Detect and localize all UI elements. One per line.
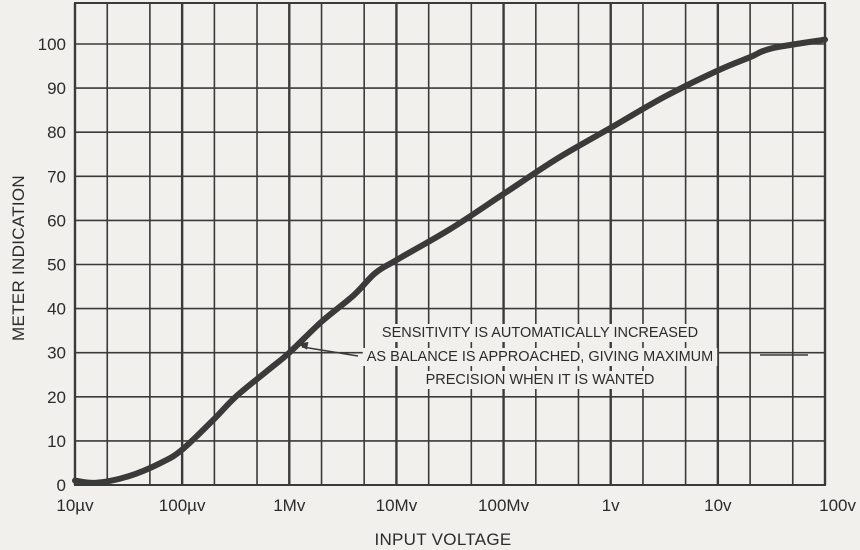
curve-layer [72,36,828,486]
y-tick-label: 100 [38,35,66,54]
annotation-text-backdrop [362,348,718,366]
x-axis-title: INPUT VOLTAGE [374,530,511,549]
annotation-arrow-shaft [301,346,359,357]
x-tick-label: 1v [602,496,620,515]
y-tick-label: 90 [47,79,66,98]
grid [73,2,827,486]
x-tick-label: 10Mv [376,496,418,515]
y-tick-label: 10 [47,432,66,451]
x-tick-label: 10µv [56,496,94,515]
annotation-line-2: AS BALANCE IS APPROACHED, GIVING MAXIMUM [367,349,713,365]
x-tick-label: 1Mv [273,496,306,515]
y-tick-label: 0 [57,476,66,495]
y-tick-label: 70 [47,167,66,186]
annotation: SENSITIVITY IS AUTOMATICALLY INCREASED A… [297,324,808,389]
x-tick-label: 100v [819,496,856,515]
y-tick-label: 20 [47,388,66,407]
tick-labels: 0 10 20 30 40 50 60 70 80 90 100 10µv 100µv 1Mv 10Mv 10… [38,35,857,515]
x-tick-label: 10v [704,496,732,515]
y-tick-label: 50 [47,256,66,275]
y-axis-title: METER INDICATION [9,175,28,341]
annotation-line-1: SENSITIVITY IS AUTOMATICALLY INCREASED [382,325,698,341]
x-tick-label: 100Mv [478,496,530,515]
y-tick-label: 60 [47,211,66,230]
y-tick-label: 30 [47,344,66,363]
annotation-text-backdrop [377,324,703,342]
annotation-arrowhead [297,341,309,350]
annotation-text-backdrop [421,371,659,389]
annotation-line-3: PRECISION WHEN IT IS WANTED [426,372,655,388]
y-tick-label: 80 [47,123,66,142]
y-tick-label: 40 [47,300,66,319]
response-curve [72,36,828,486]
x-tick-label: 100µv [159,496,206,515]
